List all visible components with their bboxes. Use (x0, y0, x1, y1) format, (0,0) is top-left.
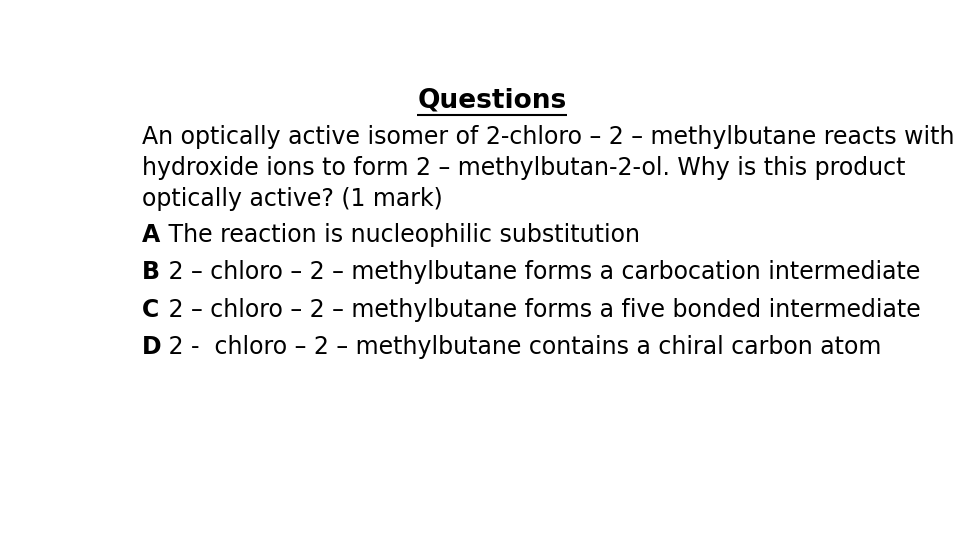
Text: 2 -  chloro – 2 – methylbutane contains a chiral carbon atom: 2 - chloro – 2 – methylbutane contains a… (161, 335, 881, 359)
Text: C: C (142, 298, 159, 322)
Text: An optically active isomer of 2-chloro – 2 – methylbutane reacts with: An optically active isomer of 2-chloro –… (142, 125, 955, 149)
Text: 2 – chloro – 2 – methylbutane forms a carbocation intermediate: 2 – chloro – 2 – methylbutane forms a ca… (161, 260, 921, 284)
Text: 2 – chloro – 2 – methylbutane forms a five bonded intermediate: 2 – chloro – 2 – methylbutane forms a fi… (161, 298, 921, 322)
Text: Questions: Questions (418, 87, 566, 113)
Text: D: D (142, 335, 162, 359)
Text: optically active? (1 mark): optically active? (1 mark) (142, 187, 444, 212)
Text: A: A (142, 223, 160, 247)
Text: hydroxide ions to form 2 – methylbutan-2-ol. Why is this product: hydroxide ions to form 2 – methylbutan-2… (142, 156, 906, 180)
Text: The reaction is nucleophilic substitution: The reaction is nucleophilic substitutio… (161, 223, 640, 247)
Text: B: B (142, 260, 160, 284)
